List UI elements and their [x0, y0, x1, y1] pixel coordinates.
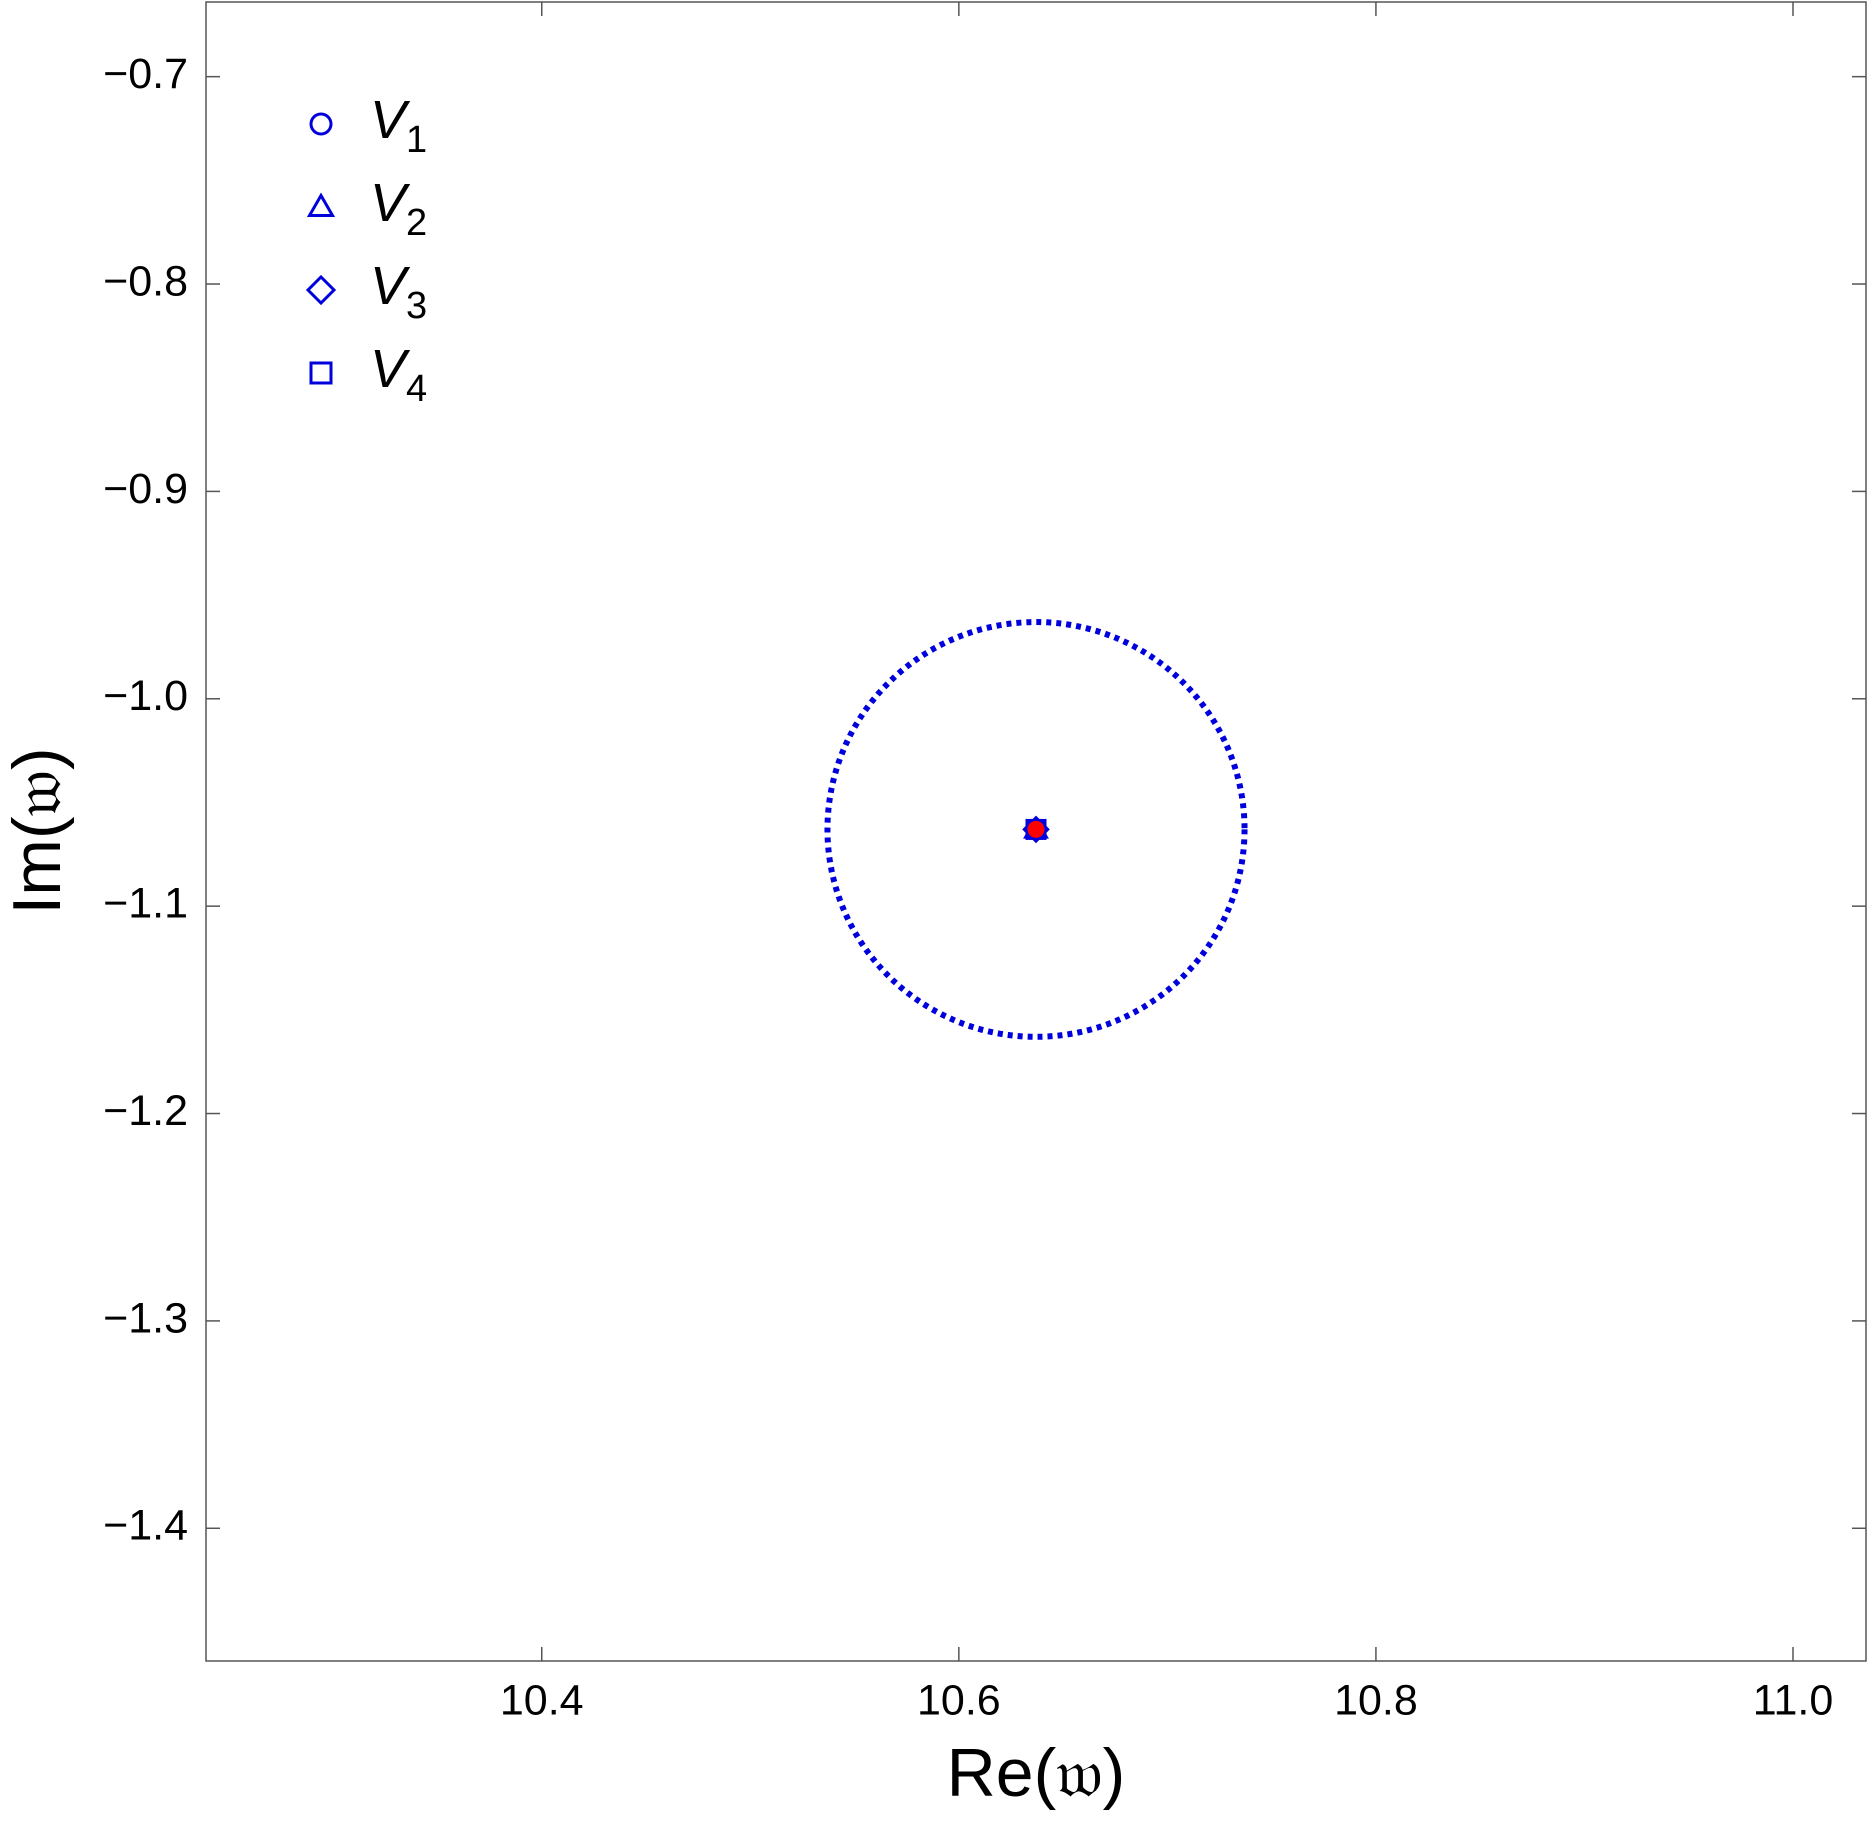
y-tick-label: −1.3: [103, 1294, 188, 1342]
legend-label-base: V: [370, 90, 411, 150]
y-tick-label: −1.1: [103, 880, 188, 928]
legend-label: V3: [370, 256, 427, 327]
x-tick-label: 10.8: [1334, 1676, 1418, 1724]
legend-label-sub: 4: [406, 368, 427, 410]
legend-label-base: V: [370, 173, 411, 233]
legend-label-sub: 1: [406, 119, 427, 161]
legend-label-base: V: [370, 339, 411, 399]
legend-marker: [309, 112, 333, 136]
plot-frame: [205, 1, 1867, 1662]
x-tick-label: 10.4: [500, 1676, 584, 1724]
legend-marker: [309, 361, 333, 385]
dotted-circle: [824, 619, 1248, 1040]
y-tick-label: −0.7: [103, 50, 188, 98]
legend-label: V4: [370, 339, 427, 410]
y-axis-label: Im(𝔴): [0, 747, 75, 914]
y-tick-label: −1.2: [103, 1087, 188, 1135]
y-tick-label: −1.0: [103, 672, 188, 720]
legend-label: V1: [370, 90, 427, 161]
legend-marker: [305, 274, 337, 306]
legend-marker: [306, 192, 336, 217]
legend-label-base: V: [370, 256, 411, 316]
x-tick-label: 10.6: [917, 1676, 1001, 1724]
y-tick-label: −0.8: [103, 257, 188, 305]
x-tick-label: 11.0: [1753, 1676, 1834, 1724]
y-tick-label: −1.4: [103, 1502, 188, 1550]
marker-dot: [1027, 820, 1045, 838]
x-axis-label: Re(𝔴): [947, 1735, 1126, 1811]
legend-label-sub: 2: [406, 202, 427, 244]
y-tick-label: −0.9: [103, 465, 188, 513]
legend-label: V2: [370, 173, 427, 244]
legend-label-sub: 3: [406, 285, 427, 327]
